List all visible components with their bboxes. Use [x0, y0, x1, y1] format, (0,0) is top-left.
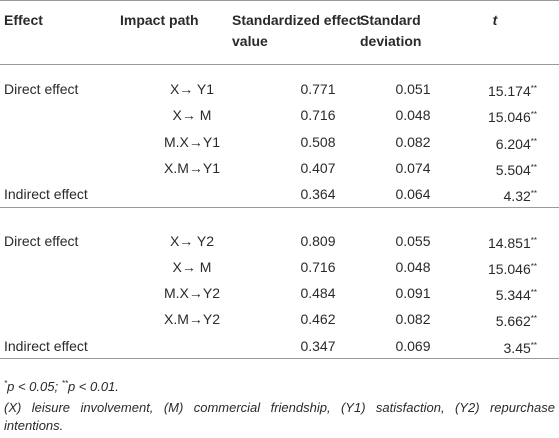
- column-header: t: [492, 12, 498, 28]
- path-cell: X→ Y2: [169, 232, 215, 249]
- t-value: 5.662: [495, 313, 531, 330]
- significance-note: *p < 0.05; **p < 0.01.: [4, 375, 119, 396]
- t-cell: 5.344**: [496, 284, 537, 304]
- value-cell: 0.347: [300, 337, 336, 354]
- path-cell: X.M→Y2: [163, 311, 220, 328]
- sd-cell: 0.064: [395, 186, 431, 203]
- significance-mark: **: [530, 314, 537, 324]
- rule: [0, 0, 559, 1]
- note-text: p < 0.01.: [67, 379, 119, 394]
- t-value: 3.45: [503, 339, 531, 356]
- path-cell: X→ Y1: [169, 81, 215, 97]
- significance-mark: **: [530, 84, 537, 93]
- t-cell: 15.046**: [488, 106, 537, 126]
- note-mark: *: [4, 379, 8, 388]
- sd-cell: 0.091: [395, 285, 431, 302]
- t-value: 15.046: [487, 109, 531, 126]
- sd-cell: 0.069: [395, 337, 431, 354]
- t-cell: 15.174**: [488, 80, 537, 100]
- t-value: 5.344: [495, 287, 531, 304]
- t-value: 6.204: [495, 135, 531, 152]
- value-cell: 0.407: [300, 159, 336, 176]
- significance-mark: **: [530, 261, 537, 271]
- rule: [0, 358, 559, 359]
- effect-cell: Indirect effect: [4, 337, 88, 354]
- column-header: Impact path: [120, 12, 199, 28]
- value-cell: 0.716: [300, 107, 336, 124]
- sd-cell: 0.048: [395, 258, 431, 275]
- t-cell: 5.662**: [496, 310, 537, 330]
- path-cell: M.X→Y2: [163, 285, 220, 302]
- t-cell: 14.851**: [488, 232, 537, 252]
- sd-cell: 0.051: [395, 81, 431, 97]
- t-value: 4.32: [503, 188, 531, 205]
- value-cell: 0.508: [300, 133, 336, 150]
- rule: [0, 64, 559, 65]
- effect-cell: Indirect effect: [4, 186, 88, 203]
- column-header: Effect: [4, 12, 43, 28]
- effect-cell: Direct effect: [4, 81, 79, 97]
- value-cell: 0.809: [300, 232, 336, 249]
- path-cell: X.M→Y1: [163, 159, 220, 176]
- abbreviation-note: (X) leisure involvement, (M) commercial …: [4, 400, 555, 433]
- t-cell: 5.504**: [496, 159, 537, 179]
- t-cell: 15.046**: [488, 258, 537, 278]
- t-value: 5.504: [495, 161, 531, 178]
- rule: [0, 206, 559, 208]
- t-value: 15.046: [487, 260, 531, 277]
- path-cell: X→ M: [172, 107, 212, 124]
- significance-mark: **: [530, 288, 537, 298]
- t-value: 15.174: [487, 83, 531, 99]
- significance-mark: **: [530, 189, 537, 199]
- value-cell: 0.364: [300, 186, 336, 203]
- significance-mark: **: [530, 136, 537, 146]
- t-cell: 6.204**: [496, 133, 537, 153]
- column-header: Standardized effect value: [232, 12, 362, 49]
- sd-cell: 0.082: [395, 133, 431, 150]
- significance-mark: **: [530, 162, 537, 172]
- t-value: 14.851: [487, 234, 531, 251]
- path-cell: M.X→Y1: [163, 133, 220, 150]
- t-cell: 3.45**: [504, 337, 537, 357]
- path-cell: X→ M: [172, 258, 212, 275]
- sd-cell: 0.074: [395, 159, 431, 176]
- sd-cell: 0.048: [395, 107, 431, 124]
- note-text: p < 0.05;: [7, 379, 62, 394]
- value-cell: 0.716: [300, 258, 336, 275]
- sd-cell: 0.055: [395, 232, 431, 249]
- significance-mark: **: [530, 235, 537, 245]
- significance-mark: **: [530, 340, 537, 350]
- value-cell: 0.771: [300, 81, 336, 97]
- significance-mark: **: [530, 110, 537, 120]
- effect-cell: Direct effect: [4, 232, 79, 249]
- value-cell: 0.484: [300, 285, 336, 302]
- t-cell: 4.32**: [504, 185, 537, 205]
- value-cell: 0.462: [300, 311, 336, 328]
- note-mark: **: [61, 379, 68, 388]
- column-header: Standard deviation: [360, 12, 422, 49]
- sd-cell: 0.082: [395, 311, 431, 328]
